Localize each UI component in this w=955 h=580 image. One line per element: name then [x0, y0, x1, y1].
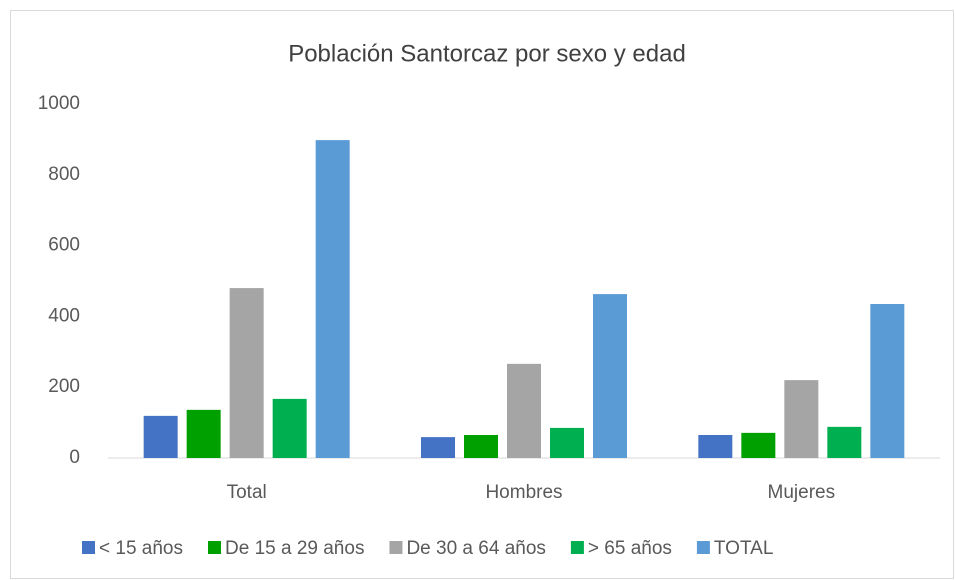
bar: [593, 294, 627, 458]
bar: [507, 363, 541, 458]
bar: [229, 288, 264, 458]
y-tick-label: 600: [48, 235, 80, 256]
legend-label: > 65 años: [588, 538, 672, 559]
chart-title: Población Santorcaz por sexo y edad: [288, 40, 686, 67]
legend-label: De 15 a 29 años: [225, 538, 364, 559]
legend-label: TOTAL: [714, 538, 773, 559]
bar: [827, 426, 862, 458]
legend-label: < 15 años: [99, 538, 183, 559]
x-tick-label: Mujeres: [768, 482, 836, 503]
bar: [315, 140, 350, 458]
bar: [784, 380, 819, 458]
bar: [464, 434, 498, 458]
bar: [143, 415, 178, 458]
y-tick-label: 0: [69, 447, 80, 468]
legend-swatch: [570, 541, 584, 554]
legend-swatch: [208, 541, 221, 554]
bar: [186, 409, 221, 458]
y-tick-label: 200: [48, 376, 80, 397]
y-tick-label: 400: [48, 305, 80, 326]
bar: [272, 398, 307, 458]
legend-swatch: [389, 541, 403, 554]
legend-label: De 30 a 64 años: [406, 538, 545, 559]
x-tick-label: Total: [227, 482, 267, 503]
y-tick-label: 1000: [38, 93, 80, 114]
x-tick-label: Hombres: [485, 482, 562, 503]
y-tick-label: 800: [48, 164, 80, 185]
bar: [421, 437, 455, 458]
bar: [550, 427, 584, 458]
legend-swatch: [696, 541, 710, 554]
bar: [870, 304, 905, 458]
chart-border: [10, 10, 954, 579]
bar: [741, 432, 776, 458]
legend-swatch: [82, 541, 95, 554]
bar: [698, 434, 733, 458]
